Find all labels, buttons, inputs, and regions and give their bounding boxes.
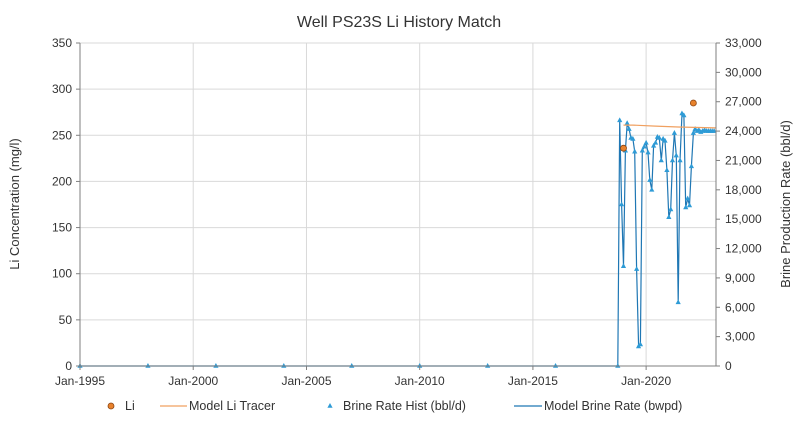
brine-rate-hist-point — [349, 363, 355, 368]
y2-axis-ticks: 0 3,000 6,000 9,000 12,000 15,000 18,000 21,000… — [716, 36, 762, 373]
x-tick-label: Jan-2010 — [395, 374, 445, 388]
legend-brine-hist-marker — [327, 403, 333, 408]
brine-rate-hist-point — [624, 120, 630, 126]
x-axis-ticks: Jan-1995 Jan-2000 Jan-2005 Jan-2010 Jan-2015… — [55, 366, 671, 388]
x-tick-label: Jan-2020 — [621, 374, 671, 388]
y2-tick-label: 24,000 — [725, 124, 762, 138]
brine-rate-hist-point — [213, 363, 219, 368]
x-tick-label: Jan-2000 — [168, 374, 218, 388]
brine-rate-hist-point — [417, 363, 423, 368]
brine-rate-hist-point — [690, 130, 696, 135]
y2-tick-label: 9,000 — [725, 271, 755, 285]
legend-li-label: Li — [125, 399, 135, 413]
axes — [79, 43, 717, 367]
model-brine-rate-line — [80, 112, 715, 367]
model-li-tracer-series — [623, 124, 717, 129]
y2-tick-label: 0 — [725, 359, 732, 373]
brine-rate-hist-point — [615, 363, 621, 368]
model-brine-rate-series — [80, 112, 715, 367]
y2-tick-label: 3,000 — [725, 330, 755, 344]
brine-rate-hist-point — [683, 204, 689, 210]
brine-rate-hist-point — [620, 263, 627, 268]
y-tick-label: 150 — [52, 221, 72, 235]
brine-rate-hist-point — [664, 167, 670, 173]
grid — [80, 42, 716, 366]
y-axis-label: Li Concentration (mg/l) — [7, 138, 22, 270]
y-tick-label: 300 — [52, 82, 72, 96]
brine-rate-hist-point — [647, 177, 653, 182]
y-tick-label: 50 — [59, 313, 73, 327]
brine-rate-hist-point — [688, 163, 695, 169]
brine-rate-hist-point — [677, 157, 683, 163]
brine-rate-hist-point — [675, 299, 681, 305]
brine-rate-hist-point — [552, 363, 559, 368]
y-tick-label: 350 — [52, 36, 72, 50]
brine-rate-hist-point — [626, 126, 632, 131]
brine-rate-hist-point — [656, 134, 662, 140]
y2-tick-label: 12,000 — [725, 242, 762, 256]
y-tick-label: 0 — [65, 359, 72, 373]
y2-tick-label: 6,000 — [725, 300, 755, 314]
brine-rate-hist-point — [681, 112, 687, 118]
y2-tick-label: 15,000 — [725, 212, 762, 226]
brine-rate-hist-point — [639, 147, 645, 153]
brine-rate-hist-point — [281, 363, 287, 368]
brine-rate-hist-point — [649, 186, 655, 192]
chart-title: Well PS23S Li History Match — [297, 14, 501, 31]
y-axis-ticks: 0 50 100 150 200 250 300 350 — [52, 36, 80, 373]
legend-model-brine-label: Model Brine Rate (bwpd) — [544, 399, 682, 413]
y2-tick-label: 27,000 — [725, 95, 762, 109]
brine-rate-hist-point — [685, 195, 691, 201]
brine-rate-hist-point — [651, 142, 657, 148]
brine-rate-hist-point — [669, 157, 676, 163]
y-tick-label: 100 — [52, 267, 72, 281]
x-tick-label: Jan-1995 — [55, 374, 105, 388]
model-li-tracer-line — [623, 124, 717, 129]
brine-rate-hist-point — [637, 341, 644, 347]
x-tick-label: Jan-2015 — [508, 374, 558, 388]
y2-tick-label: 18,000 — [725, 183, 762, 197]
brine-rate-hist-point — [618, 201, 625, 207]
brine-rate-hist-point — [485, 363, 491, 368]
brine-rate-hist-point — [645, 149, 651, 155]
brine-rate-hist-point — [666, 214, 672, 220]
brine-rate-hist-point — [641, 143, 647, 149]
brine-rate-hist-point — [652, 139, 659, 145]
brine-rate-hist-point — [634, 266, 640, 271]
plot-area — [77, 99, 717, 368]
y2-tick-label: 33,000 — [725, 36, 762, 50]
brine-rate-hist-point — [662, 137, 668, 143]
legend: Li Model Li Tracer Brine Rate Hist (bbl/d)… — [107, 399, 682, 413]
brine-rate-hist-point — [673, 152, 679, 158]
li-point — [620, 144, 627, 152]
brine-rate-hist-point — [617, 117, 623, 123]
brine-rate-hist-point — [632, 148, 638, 154]
brine-rate-hist-point — [671, 130, 677, 135]
brine-rate-hist-point — [145, 363, 151, 368]
y-tick-label: 200 — [52, 174, 72, 188]
brine-rate-hist-point — [643, 139, 649, 145]
brine-rate-hist-point — [668, 206, 674, 212]
legend-brine-hist-label: Brine Rate Hist (bbl/d) — [343, 399, 466, 413]
brine-rate-hist-point — [630, 135, 636, 141]
legend-model-li-label: Model Li Tracer — [189, 399, 275, 413]
li-series — [620, 99, 697, 152]
legend-li-marker — [107, 402, 115, 410]
x-tick-label: Jan-2005 — [281, 374, 331, 388]
y2-tick-label: 21,000 — [725, 153, 762, 167]
brine-rate-hist-point — [711, 128, 717, 133]
li-point — [689, 99, 697, 107]
y2-tick-label: 30,000 — [725, 65, 762, 79]
brine-rate-hist-point — [658, 157, 664, 163]
y2-axis-label: Brine Production Rate (bbl/d) — [778, 120, 793, 288]
brine-rate-hist-point — [686, 202, 693, 208]
y-tick-label: 250 — [52, 128, 72, 142]
